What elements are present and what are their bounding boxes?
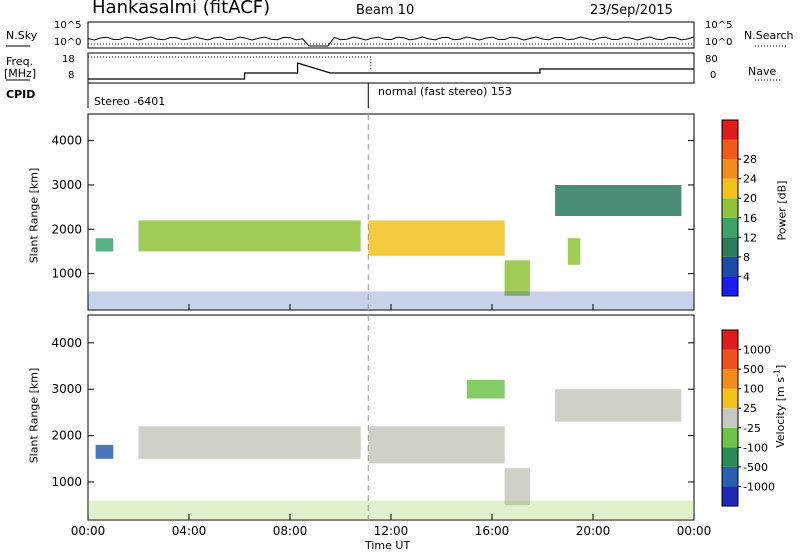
- velocity-colorbar-label-3: 25: [743, 402, 757, 415]
- freq-tick-top: 18: [62, 54, 75, 65]
- power-colorbar-label-4: 20: [743, 192, 757, 205]
- power-colorbar-seg-2: [722, 237, 738, 257]
- velocity-colorbar-seg-2: [722, 447, 738, 467]
- xtick-label-2: 08:00: [273, 524, 308, 538]
- velocity-ytick-label-1: 2000: [51, 429, 82, 443]
- noise-tick-left-top: 10^5: [54, 20, 82, 31]
- nave-label: Nave: [748, 65, 777, 78]
- velocity-colorbar-label-1: 500: [743, 363, 764, 376]
- date-title: 23/Sep/2015: [590, 3, 673, 18]
- velocity-band-2: [368, 426, 505, 464]
- cpid-segment-1: Stereo -6401: [94, 95, 166, 108]
- velocity-colorbar-label-5: -100: [743, 441, 768, 454]
- power-colorbar-seg-1: [722, 256, 738, 277]
- power-colorbar-seg-6: [722, 159, 738, 179]
- xtick-label-6: 00:00: [677, 524, 712, 538]
- freq-unit-label: [MHz]: [4, 67, 37, 80]
- power-band-4: [555, 185, 682, 216]
- xtick-label-3: 12:00: [374, 524, 409, 538]
- noise-tick-right-bottom: 10^0: [705, 37, 733, 48]
- xtick-label-0: 00:00: [71, 524, 106, 538]
- power-colorbar-seg-4: [722, 198, 738, 218]
- power-colorbar-label-5: 24: [743, 173, 757, 186]
- frequency-trace: [88, 62, 694, 80]
- freq-label: Freq.: [6, 55, 34, 68]
- velocity-band-3: [504, 468, 530, 506]
- velocity-ytick-label-0: 1000: [51, 475, 82, 489]
- power-colorbar-label-6: 28: [743, 153, 757, 166]
- freq-panel-frame: [87, 52, 695, 84]
- velocity-colorbar-seg-7: [722, 349, 738, 370]
- power-ytick-label-1: 2000: [51, 222, 82, 236]
- velocity-colorbar-label-4: -25: [743, 422, 761, 435]
- velocity-colorbar-seg-8: [722, 330, 738, 350]
- power-colorbar-label-1: 8: [743, 251, 750, 264]
- nave-trace: [88, 56, 372, 71]
- velocity-colorbar-seg-0: [722, 486, 738, 506]
- velocity-colorbar-label-7: -1000: [743, 480, 775, 493]
- velocity-ytick-label-2: 3000: [51, 382, 82, 396]
- power-near-range-echoes: [88, 291, 694, 310]
- velocity-band-0: [95, 444, 114, 459]
- noise-tick-right-top: 10^5: [705, 20, 733, 31]
- power-colorbar-label-0: 4: [743, 270, 750, 283]
- nsearch-label: N.Search: [744, 29, 794, 42]
- power-colorbar-label-3: 16: [743, 212, 757, 225]
- velocity-colorbar-seg-6: [722, 369, 738, 389]
- noise-tick-left-bottom: 10^0: [54, 37, 82, 48]
- velocity-ytick-label-3: 4000: [51, 336, 82, 350]
- power-colorbar-label-2: 12: [743, 231, 757, 244]
- beam-title: Beam 10: [356, 3, 415, 18]
- velocity-colorbar-seg-5: [722, 388, 738, 409]
- nave-tick-bottom: 0: [710, 70, 717, 81]
- velocity-band-4: [555, 389, 682, 422]
- nave-tick-top: 80: [705, 54, 718, 65]
- power-colorbar-seg-8: [722, 120, 738, 140]
- freq-tick-bottom: 8: [68, 70, 75, 81]
- power-band-3: [504, 260, 530, 296]
- cpid-label: CPID: [6, 88, 36, 101]
- cpid-segment-2: normal (fast stereo) 153: [378, 85, 512, 98]
- power-band-0: [95, 238, 114, 252]
- power-ytick-label-3: 4000: [51, 134, 82, 148]
- power-colorbar-frame: [721, 119, 739, 297]
- velocity-colorbar-seg-3: [722, 427, 738, 448]
- noise-panel-frame: [87, 21, 695, 49]
- site-title: Hankasalmi (fitACF): [92, 0, 271, 18]
- power-colorbar-seg-3: [722, 217, 738, 238]
- power-band-5: [567, 238, 581, 265]
- velocity-band-5: [466, 379, 505, 399]
- velocity-colorbar-seg-1: [722, 466, 738, 487]
- velocity-colorbar-frame: [721, 329, 739, 507]
- velocity-band-1: [138, 426, 361, 459]
- xtick-label-1: 04:00: [172, 524, 207, 538]
- velocity-colorbar-label-0: 1000: [743, 344, 771, 357]
- xtick-label-5: 20:00: [576, 524, 611, 538]
- velocity-colorbar-label-6: -500: [743, 461, 768, 474]
- xtick-label-4: 16:00: [475, 524, 510, 538]
- power-ytick-label-2: 3000: [51, 178, 82, 192]
- time-xlabel: Time UT: [365, 539, 411, 552]
- power-colorbar-seg-0: [722, 276, 738, 296]
- nsky-label: N.Sky: [6, 29, 38, 42]
- noise-trace: [87, 36, 695, 47]
- velocity-colorbar-seg-4: [722, 408, 738, 428]
- power-band-1: [138, 220, 361, 252]
- velocity-colorbar-label-2: 100: [743, 383, 764, 396]
- power-band-2: [368, 220, 505, 256]
- velocity-near-range-echoes: [88, 500, 694, 520]
- power-colorbar-seg-7: [722, 139, 738, 160]
- power-colorbar-seg-5: [722, 178, 738, 199]
- power-ytick-label-0: 1000: [51, 267, 82, 281]
